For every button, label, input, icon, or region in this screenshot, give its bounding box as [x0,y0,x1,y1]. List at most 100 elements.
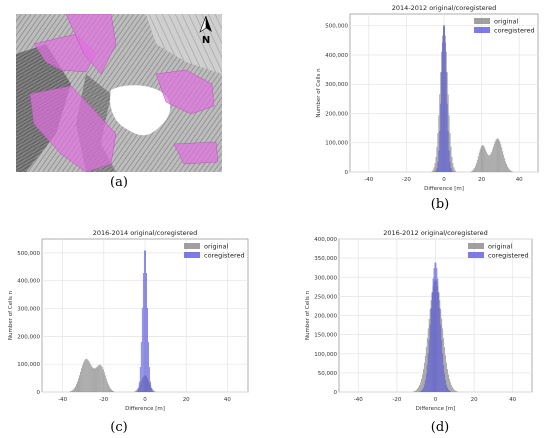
x-tick-label: 20 [183,397,190,403]
bar-original [416,389,418,392]
bar-original [436,146,438,172]
bar-original [89,362,91,392]
bar-original [495,139,497,172]
bar-original [104,375,106,392]
bar-original [451,156,453,172]
bar-coregistered [446,103,448,172]
bar-original [438,115,440,172]
x-tick-label: -40 [354,397,363,403]
bar-original [100,365,102,392]
bar-coregistered [440,103,442,172]
bar-coregistered [439,130,441,172]
bar-original [101,366,103,392]
bar-coregistered [435,170,437,172]
legend-label-original: original [204,243,228,251]
bar-original [456,391,458,392]
bar-original [431,170,433,172]
x-axis-label: Difference [m] [416,406,456,412]
bar-coregistered [137,388,139,392]
bar-original [508,169,510,172]
bar-coregistered [421,389,423,392]
series-coregistered [435,25,453,173]
x-tick-label: -20 [402,177,411,183]
bar-original [418,387,419,392]
histogram-chart-b: -40 -20 0 20 40 0 100,000 200,000 300,000 400,000… [316,4,539,192]
chart-title: 2016-2014 original/coregistered [93,229,198,237]
bar-coregistered [437,278,439,392]
bar-coregistered [444,25,445,172]
bar-original [473,169,474,172]
bar-original [478,152,480,172]
bar-original [108,386,110,392]
bar-coregistered [451,170,453,172]
bar-original [86,358,88,392]
bar-original [445,355,447,392]
bar-coregistered [420,391,421,392]
y-axis-label: Number of Cells n [8,290,14,340]
bar-coregistered [447,387,448,392]
bar-coregistered [426,364,428,392]
x-tick-label: -40 [364,177,373,183]
bar-coregistered [139,367,141,392]
bar-original [493,143,495,172]
x-tick-label: -40 [58,397,67,403]
bar-original [82,364,84,392]
bar-original [415,390,417,392]
bar-coregistered [449,391,451,392]
bar-original [447,369,448,392]
bar-coregistered [150,381,152,392]
y-tick-label: 0 [37,390,41,396]
bar-coregistered [136,390,138,392]
bar-original [93,368,95,392]
bar-original [81,368,83,392]
y-tick-label: 100,000 [325,141,348,147]
panel-label-d: (d) [430,420,450,435]
y-axis-label: Number of Cells n [316,68,322,118]
bar-original [105,378,107,392]
bar-coregistered [444,42,446,173]
bar-coregistered [438,150,440,172]
legend-label-coregistered: coregistered [204,252,245,260]
x-tick-label: 40 [509,397,516,403]
bar-coregistered [430,308,432,392]
bar-original [504,158,506,172]
x-axis-label: Difference [m] [125,406,165,412]
bar-coregistered [449,161,451,172]
bar-original [448,374,449,392]
bar-original [83,362,85,392]
bar-coregistered [142,273,144,392]
bar-original [94,368,96,392]
bar-coregistered [443,25,444,172]
bar-original [483,145,485,172]
bar-original [422,369,424,392]
bar-original [450,146,452,172]
bar-original [90,364,92,392]
bar-original [476,159,478,172]
bar-original [72,389,74,392]
bar-original [497,138,499,172]
chart-title: 2014-2012 original/coregistered [392,4,497,12]
bar-coregistered [141,307,143,392]
bar-original [432,169,434,172]
bar-original [107,384,109,392]
bar-coregistered [445,71,447,172]
bar-coregistered [433,268,435,392]
bar-original [496,138,498,172]
bar-coregistered [147,307,148,392]
x-tick-label: 40 [516,177,523,183]
bar-coregistered [431,292,433,392]
y-tick-label: 350,000 [314,256,337,262]
bar-original [452,388,454,392]
change-area-5 [173,141,219,165]
bar-original [444,347,446,392]
series-coregistered [136,250,154,392]
bar-coregistered [146,273,147,392]
bar-coregistered [441,340,443,392]
bar-coregistered [151,388,153,392]
bar-original [502,151,504,172]
histogram-chart-c: -40 -20 0 20 40 0 100,000 200,000 300,000 400,000… [8,229,249,412]
y-tick-label: 400,000 [17,279,40,285]
bar-original [152,389,154,392]
bar-original [480,146,482,172]
legend-swatch-original [468,243,484,249]
